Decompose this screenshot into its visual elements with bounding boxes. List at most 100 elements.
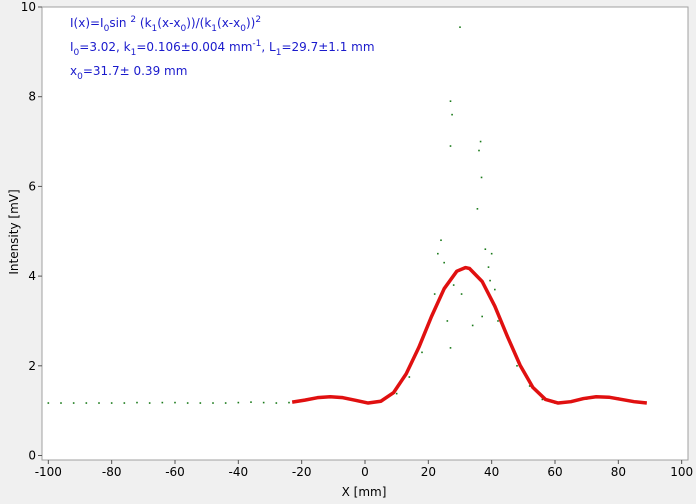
data-point bbox=[481, 315, 483, 318]
annotation: I(x)=I0sin 2 (k1(x-x0))/(k1(x-x0))2 bbox=[70, 15, 261, 34]
x-axis-label: X [mm] bbox=[342, 485, 387, 499]
annotation-part: =3.02, k bbox=[79, 40, 130, 54]
data-point bbox=[237, 401, 240, 404]
data-point bbox=[262, 401, 265, 404]
annotation-part: 1 bbox=[276, 48, 282, 58]
y-tick-label: 2 bbox=[28, 359, 36, 373]
annotation-part: I(x)=I bbox=[70, 16, 104, 30]
data-point bbox=[490, 252, 493, 255]
annotation-part: I bbox=[70, 40, 74, 54]
annotation-part: =29.7±1.1 mm bbox=[281, 40, 374, 54]
data-point bbox=[459, 26, 461, 28]
x-tick-label: 40 bbox=[484, 465, 499, 479]
data-point bbox=[494, 288, 496, 291]
annotation-part: 0 bbox=[104, 24, 110, 34]
data-point bbox=[395, 392, 398, 395]
y-tick-label: 8 bbox=[28, 90, 36, 104]
data-point bbox=[161, 401, 164, 404]
data-point bbox=[72, 402, 75, 404]
x-tick-label: -20 bbox=[292, 465, 312, 479]
data-point bbox=[476, 208, 479, 210]
data-point bbox=[421, 351, 423, 354]
annotation-part: ))/(k bbox=[186, 16, 211, 30]
data-point bbox=[484, 248, 487, 250]
data-point bbox=[98, 402, 100, 404]
annotation-part: (x-x bbox=[217, 16, 240, 30]
data-point bbox=[480, 176, 483, 179]
data-point bbox=[437, 252, 439, 255]
data-point bbox=[451, 113, 453, 116]
annotation-part: 0 bbox=[77, 72, 83, 82]
data-point bbox=[443, 261, 445, 264]
data-point bbox=[541, 398, 544, 401]
data-point bbox=[497, 320, 499, 322]
y-tick-label: 6 bbox=[28, 179, 36, 193]
annotation-part: =31.7± 0.39 mm bbox=[83, 64, 188, 78]
data-point bbox=[449, 347, 452, 349]
data-point bbox=[212, 402, 214, 404]
x-tick-label: -60 bbox=[165, 465, 185, 479]
x-tick-label: 80 bbox=[611, 465, 626, 479]
annotation-part: )) bbox=[246, 16, 255, 30]
data-point bbox=[449, 145, 452, 147]
annotation-part: sin bbox=[109, 16, 130, 30]
x-tick-label: -40 bbox=[229, 465, 249, 479]
data-point bbox=[479, 140, 482, 143]
annotation-part: , L bbox=[261, 40, 276, 54]
data-point bbox=[433, 293, 436, 295]
plot-area bbox=[41, 6, 689, 461]
x-tick-label: 0 bbox=[361, 465, 369, 479]
annotation-part: 2 bbox=[130, 15, 136, 25]
data-point bbox=[123, 402, 126, 404]
annotation: I0=3.02, k1=0.106±0.004 mm-1, L1=29.7±1.… bbox=[70, 39, 375, 58]
annotation-part: =0.106±0.004 mm bbox=[136, 40, 252, 54]
data-point bbox=[148, 402, 151, 404]
data-point bbox=[471, 324, 474, 327]
y-tick-label: 0 bbox=[28, 449, 36, 463]
data-point bbox=[47, 402, 50, 404]
data-point bbox=[460, 293, 463, 295]
data-point bbox=[136, 401, 138, 404]
x-tick-label: -80 bbox=[102, 465, 122, 479]
data-point bbox=[449, 100, 452, 102]
data-point bbox=[275, 402, 278, 404]
x-tick-label: 20 bbox=[421, 465, 436, 479]
data-point bbox=[487, 266, 490, 268]
fit-curve bbox=[291, 265, 648, 405]
annotation-part: 0 bbox=[240, 24, 246, 34]
data-point bbox=[186, 402, 189, 404]
annotation-part: (k bbox=[136, 16, 151, 30]
data-point bbox=[288, 401, 290, 404]
x-tick-label: 60 bbox=[547, 465, 562, 479]
x-tick-label: 100 bbox=[670, 465, 693, 479]
data-point bbox=[60, 402, 62, 404]
annotation-part: 2 bbox=[255, 15, 261, 25]
data-point bbox=[528, 385, 531, 387]
annotation-part: x bbox=[70, 64, 77, 78]
data-point bbox=[446, 320, 449, 322]
y-axis-label: Intensity [mV] bbox=[7, 189, 21, 274]
x-tick-label: -100 bbox=[35, 465, 62, 479]
annotation-part: 0 bbox=[181, 24, 187, 34]
data-point bbox=[250, 401, 252, 403]
data-point bbox=[85, 402, 88, 404]
data-point bbox=[224, 402, 227, 404]
data-point bbox=[516, 365, 518, 367]
data-point bbox=[174, 401, 176, 404]
data-point bbox=[110, 402, 113, 404]
data-point bbox=[489, 279, 491, 282]
annotation-part: -1 bbox=[252, 39, 261, 49]
annotation-part: 1 bbox=[152, 24, 158, 34]
annotation: x0=31.7± 0.39 mm bbox=[70, 64, 187, 82]
y-tick-label: 10 bbox=[21, 0, 36, 14]
annotation-part: 1 bbox=[211, 24, 217, 34]
annotation-part: (x-x bbox=[157, 16, 180, 30]
data-point bbox=[440, 239, 442, 242]
annotation-part: 0 bbox=[74, 48, 80, 58]
data-point bbox=[452, 284, 455, 286]
data-point bbox=[478, 149, 480, 152]
y-tick-label: 4 bbox=[28, 269, 36, 283]
annotation-part: 1 bbox=[131, 48, 137, 58]
data-point bbox=[199, 402, 202, 404]
